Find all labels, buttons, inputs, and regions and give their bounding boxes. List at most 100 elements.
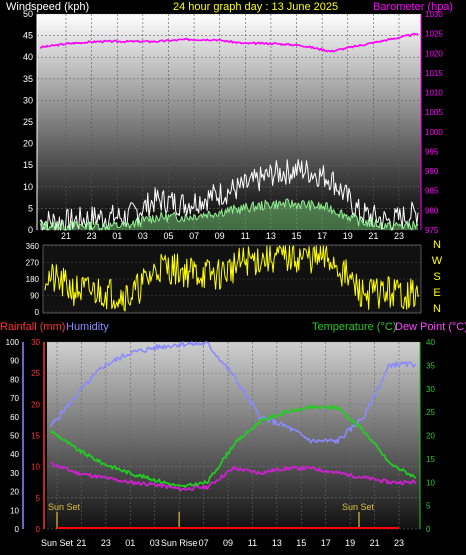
chart-title: 24 hour graph day : 13 June 2025: [173, 1, 338, 13]
humidity-axis-title: Humidity: [66, 321, 109, 333]
barometer-tick-label: 1000: [425, 128, 443, 137]
direction-tick-label: 0: [35, 308, 40, 317]
humidity-tick-label: 0: [15, 525, 20, 534]
wind-gust-line: [39, 159, 419, 231]
direction-y-axis: 0 90 180 270 360: [26, 242, 40, 317]
compass-label: E: [433, 287, 440, 299]
wind-x-tick-label: 13: [266, 231, 276, 241]
barometer-tick-label: 985: [425, 187, 439, 196]
wind-tick-label: 50: [23, 9, 33, 19]
wind-tick-label: 35: [23, 74, 33, 84]
direction-tick-label: 90: [30, 292, 39, 301]
dewpoint-axis-title: Dew Point (°C): [395, 321, 466, 333]
temp-x-tick-label: 01: [125, 538, 135, 548]
humidity-tick-label: 10: [10, 506, 19, 515]
wind-x-tick-label: 15: [292, 231, 302, 241]
temp-x-tick-label: 23: [394, 538, 404, 548]
temp-x-tick-label: 15: [296, 538, 306, 548]
humidity-tick-label: 80: [10, 375, 19, 384]
compass-label: S: [433, 271, 440, 283]
wind-tick-label: 5: [28, 203, 33, 213]
rainfall-tick-label: 15: [31, 432, 40, 441]
wind-tick-label: 40: [23, 52, 33, 62]
wind-x-tick-label: 01: [112, 231, 122, 241]
dewpoint-line: [50, 461, 417, 492]
wind-grid: [37, 13, 421, 231]
temp-x-tick-label: 11: [248, 538, 257, 548]
temp-x-tick-label: 09: [223, 538, 233, 548]
temperature-tick-label: 15: [426, 455, 435, 464]
temp-x-tick-label: 21: [76, 538, 86, 548]
rainfall-tick-label: 30: [31, 338, 40, 347]
temp-x-tick-label: 19: [345, 538, 355, 548]
temperature-tick-label: 20: [426, 432, 435, 441]
wind-y-axis: 0 5 10 15 20 25 30 35 40 45 50: [23, 9, 38, 235]
humidity-tick-label: 30: [10, 469, 19, 478]
barometer-tick-label: 1015: [425, 69, 443, 78]
humidity-tick-label: 40: [10, 450, 19, 459]
wind-x-tick-label: 11: [241, 231, 250, 241]
temp-x-tick-label: 17: [321, 538, 331, 548]
rainfall-tick-label: 25: [31, 369, 40, 378]
wind-x-tick-label: 07: [189, 231, 199, 241]
direction-series: [44, 245, 420, 312]
humidity-line: [50, 341, 417, 445]
barometer-axis-title: Barometer (hpa): [373, 1, 453, 13]
wind-x-axis: 21 23 01 03 05 07 09 11 13 15 17 19 21 23: [61, 231, 404, 241]
compass-label: W: [432, 255, 443, 267]
temp-x-tick-label: 03: [150, 538, 160, 548]
temperature-tick-label: 30: [426, 385, 435, 394]
wind-tick-label: 30: [23, 95, 33, 105]
wind-tick-label: 15: [23, 160, 33, 170]
barometer-y-axis: 975 980 985 990 995 1000 1005 1010 1015 1020 1025 1…: [420, 10, 443, 235]
rainfall-tick-label: 5: [36, 494, 41, 503]
temperature-tick-label: 0: [426, 525, 431, 534]
temp-x-tick-label: Sun Set: [41, 538, 74, 548]
humidity-tick-label: 60: [10, 413, 19, 422]
wind-average-line: [39, 198, 419, 231]
rainfall-tick-label: 0: [36, 525, 41, 534]
direction-tick-label: 180: [26, 275, 40, 284]
temp-x-tick-label: Sun Rise: [161, 538, 198, 548]
wind-x-tick-label: 09: [215, 231, 225, 241]
wind-tick-label: 25: [23, 117, 33, 127]
wind-tick-label: 20: [23, 139, 33, 149]
wind-axis-title: Windspeed (kph): [6, 1, 89, 13]
barometer-tick-label: 1025: [425, 30, 443, 39]
temperature-tick-label: 25: [426, 408, 435, 417]
humidity-tick-label: 50: [10, 432, 19, 441]
barometer-tick-label: 990: [425, 167, 439, 176]
sunset-label-left: Sun Set: [48, 502, 81, 512]
temperature-tick-label: 40: [426, 338, 435, 347]
temp-series: [50, 341, 417, 529]
wind-x-tick-label: 21: [368, 231, 378, 241]
humidity-tick-label: 100: [6, 338, 20, 347]
barometer-tick-label: 980: [425, 206, 439, 215]
humidity-tick-label: 90: [10, 357, 19, 366]
barometer-tick-label: 975: [425, 226, 439, 235]
wind-tick-label: 45: [23, 31, 33, 41]
temp-x-tick-label: 21: [370, 538, 380, 548]
wind-x-tick-label: 05: [163, 231, 173, 241]
rainfall-tick-label: 10: [31, 463, 40, 472]
temp-y-axes: 0 5 10 15 20 25 30 0 10 20 30 40 50 60 70 80 90 100 0 5 10 15…: [6, 338, 436, 534]
temperature-tick-label: 5: [426, 502, 431, 511]
wind-x-tick-label: 19: [343, 231, 353, 241]
wind-x-tick-label: 17: [317, 231, 327, 241]
direction-tick-label: 360: [26, 242, 40, 251]
temperature-axis-title: Temperature (°C): [312, 321, 396, 333]
wind-tick-label: 0: [28, 225, 33, 235]
barometer-tick-label: 1020: [425, 49, 443, 58]
direction-tick-label: 270: [26, 259, 40, 268]
temp-plot-area: [47, 342, 420, 529]
temperature-tick-label: 10: [426, 478, 435, 487]
compass-label: N: [433, 239, 441, 251]
temperature-tick-label: 35: [426, 361, 435, 370]
temp-x-tick-label: 07: [199, 538, 209, 548]
compass-label: N: [433, 303, 441, 315]
wind-x-tick-label: 23: [394, 231, 404, 241]
barometer-tick-label: 1030: [425, 10, 443, 19]
humidity-tick-label: 70: [10, 394, 19, 403]
